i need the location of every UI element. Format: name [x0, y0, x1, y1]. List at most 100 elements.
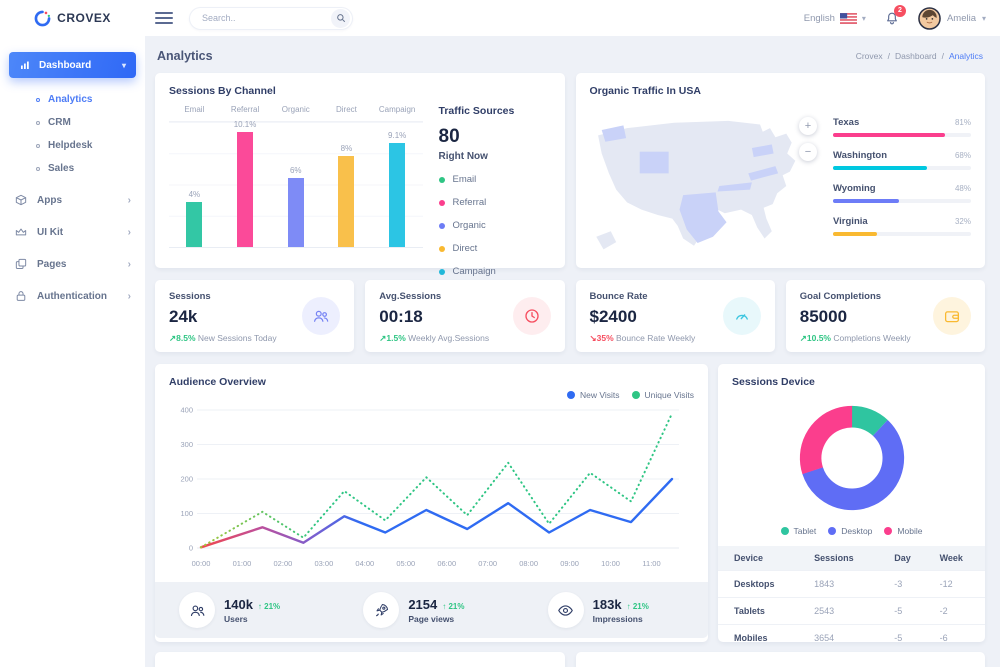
stat-delta: 10.5%	[806, 333, 831, 343]
state-percent: 48%	[954, 184, 971, 193]
bar-value-label: 10.1%	[233, 120, 257, 129]
sidebar-item-helpdesk[interactable]: Helpdesk	[0, 134, 145, 157]
search-box	[189, 6, 353, 30]
stat-delta: 8.5%	[176, 333, 196, 343]
sidebar-item-label: Authentication	[37, 290, 107, 302]
bar-column: 10.1%	[220, 120, 271, 247]
traffic-source-item[interactable]: Campaign	[438, 266, 551, 277]
organic-traffic-card: Organic Traffic In USA	[575, 73, 985, 268]
usa-map-svg	[595, 120, 795, 250]
legend-dot-icon	[828, 527, 837, 535]
search-input[interactable]	[202, 13, 331, 23]
card-title: Audience Overview	[169, 376, 266, 388]
bar-value-label: 9.1%	[388, 131, 407, 141]
trend-up-icon: ↗	[379, 333, 387, 343]
topbar: CROVEX English ▾ 2 Amelia ▾	[0, 0, 1000, 36]
legend-dot-icon	[884, 527, 893, 535]
bar-column: 8%	[321, 122, 372, 247]
breadcrumb-item-active: Analytics	[948, 51, 983, 61]
state-name: Texas	[833, 117, 860, 128]
stat-desc: Completions Weekly	[833, 333, 911, 343]
state-progress-item: Texas 81%	[833, 117, 971, 137]
sub-item-label: CRM	[48, 117, 71, 128]
traffic-source-label: Direct	[452, 243, 478, 254]
device-cell: Tablets	[718, 597, 815, 625]
card-title: Sessions Device	[732, 376, 815, 388]
traffic-source-item[interactable]: Email	[438, 174, 551, 185]
hamburger-menu-icon[interactable]	[155, 12, 173, 24]
sidebar-item-ui-kit[interactable]: UI Kit ›	[0, 216, 145, 248]
sidebar-item-pages[interactable]: Pages ›	[0, 248, 145, 280]
legend-label: Tablet	[793, 526, 817, 536]
sidebar-item-label: Apps	[37, 194, 62, 206]
legend-item[interactable]: Desktop	[828, 526, 872, 536]
box-icon	[15, 194, 27, 206]
svg-text:04:00: 04:00	[355, 559, 374, 568]
chevron-right-icon: ›	[127, 290, 131, 302]
bar	[338, 155, 355, 247]
bottom-left-card	[155, 652, 565, 667]
legend-item[interactable]: Tablet	[780, 526, 817, 536]
traffic-source-label: Campaign	[452, 266, 496, 277]
language-selector[interactable]: English ▾	[804, 13, 866, 24]
traffic-source-item[interactable]: Organic	[438, 220, 551, 231]
table-header: Device	[718, 546, 815, 571]
sessions-device-card: Sessions Device Tablet Desktop Mobile Devi…	[718, 364, 985, 642]
progress-track	[833, 166, 971, 170]
sidebar-item-analytics[interactable]: Analytics	[0, 88, 145, 111]
traffic-source-item[interactable]: Direct	[438, 243, 551, 254]
stat-value: 00:18	[379, 307, 423, 326]
users-group-icon	[179, 592, 215, 628]
sidebar-item-dashboard[interactable]: Dashboard ▾	[9, 52, 136, 78]
table-row: Tablets 2543 -5 -2	[718, 597, 985, 625]
notifications-button[interactable]: 2	[884, 4, 906, 27]
user-name: Amelia	[946, 12, 976, 24]
user-menu[interactable]: Amelia ▾	[918, 6, 986, 30]
bar-column: 6%	[270, 122, 321, 247]
bar	[186, 202, 203, 247]
map-zoom-in-button[interactable]: +	[799, 117, 817, 135]
bullet-icon	[36, 143, 40, 148]
sidebar-item-apps[interactable]: Apps ›	[0, 184, 145, 216]
legend-item[interactable]: New Visits	[567, 390, 620, 400]
sidebar-item-label: UI Kit	[37, 226, 64, 238]
sidebar-item-sales[interactable]: Sales	[0, 157, 145, 180]
notification-badge: 2	[893, 4, 906, 17]
legend-item[interactable]: Mobile	[884, 526, 922, 536]
bar-category-label: Organic	[281, 105, 310, 114]
trend-up-icon: ↗	[799, 333, 807, 343]
stat-card-sessions: Sessions 24k ↗8.5% New Sessions Today	[155, 280, 355, 352]
breadcrumb-item[interactable]: Dashboard	[895, 51, 937, 61]
sidebar-item-crm[interactable]: CRM	[0, 111, 145, 134]
table-header: Sessions	[814, 546, 895, 571]
progress-track	[833, 232, 971, 236]
progress-fill	[833, 199, 900, 203]
breadcrumb-item[interactable]: Crovex	[855, 51, 883, 61]
main-content: Analytics Crovex / Dashboard / Analytics S…	[145, 36, 1000, 667]
bar-value-label: 6%	[289, 166, 302, 176]
bar-category-label: Referral	[230, 105, 260, 114]
sessions-by-channel-chart: Email Referral Organic Direct Campaign 4% 10.…	[169, 105, 423, 289]
donut-slice-desktop	[799, 405, 904, 511]
svg-text:300: 300	[180, 440, 193, 449]
svg-text:01:00: 01:00	[233, 559, 252, 568]
svg-text:02:00: 02:00	[274, 559, 293, 568]
stat-card-bounce-rate: Bounce Rate $2400 ↘35% Bounce Rate Weekl…	[575, 280, 775, 352]
legend-item[interactable]: Unique Visits	[631, 390, 694, 400]
value-cell: -5	[894, 624, 940, 642]
traffic-source-item[interactable]: Referral	[438, 197, 551, 208]
legend-dot-icon	[780, 527, 789, 535]
stat-card-goal-completions: Goal Completions 85000 ↗10.5% Completion…	[785, 280, 985, 352]
state-progress-item: Washington 68%	[833, 150, 971, 170]
search-button[interactable]	[331, 8, 350, 28]
chevron-down-icon: ▾	[121, 60, 126, 70]
svg-text:08:00: 08:00	[519, 559, 538, 568]
state-progress-list: Texas 81% Washington 68% Wyoming 48% Virginia 3…	[821, 117, 971, 258]
traffic-sources-panel: Traffic Sources 80 Right Now Email Referr…	[423, 105, 551, 289]
legend-dot-icon	[438, 245, 445, 252]
sidebar-item-authentication[interactable]: Authentication ›	[0, 280, 145, 312]
crown-icon	[15, 228, 27, 236]
svg-text:06:00: 06:00	[437, 559, 456, 568]
map-zoom-out-button[interactable]: −	[799, 143, 817, 161]
svg-text:09:00: 09:00	[560, 559, 579, 568]
